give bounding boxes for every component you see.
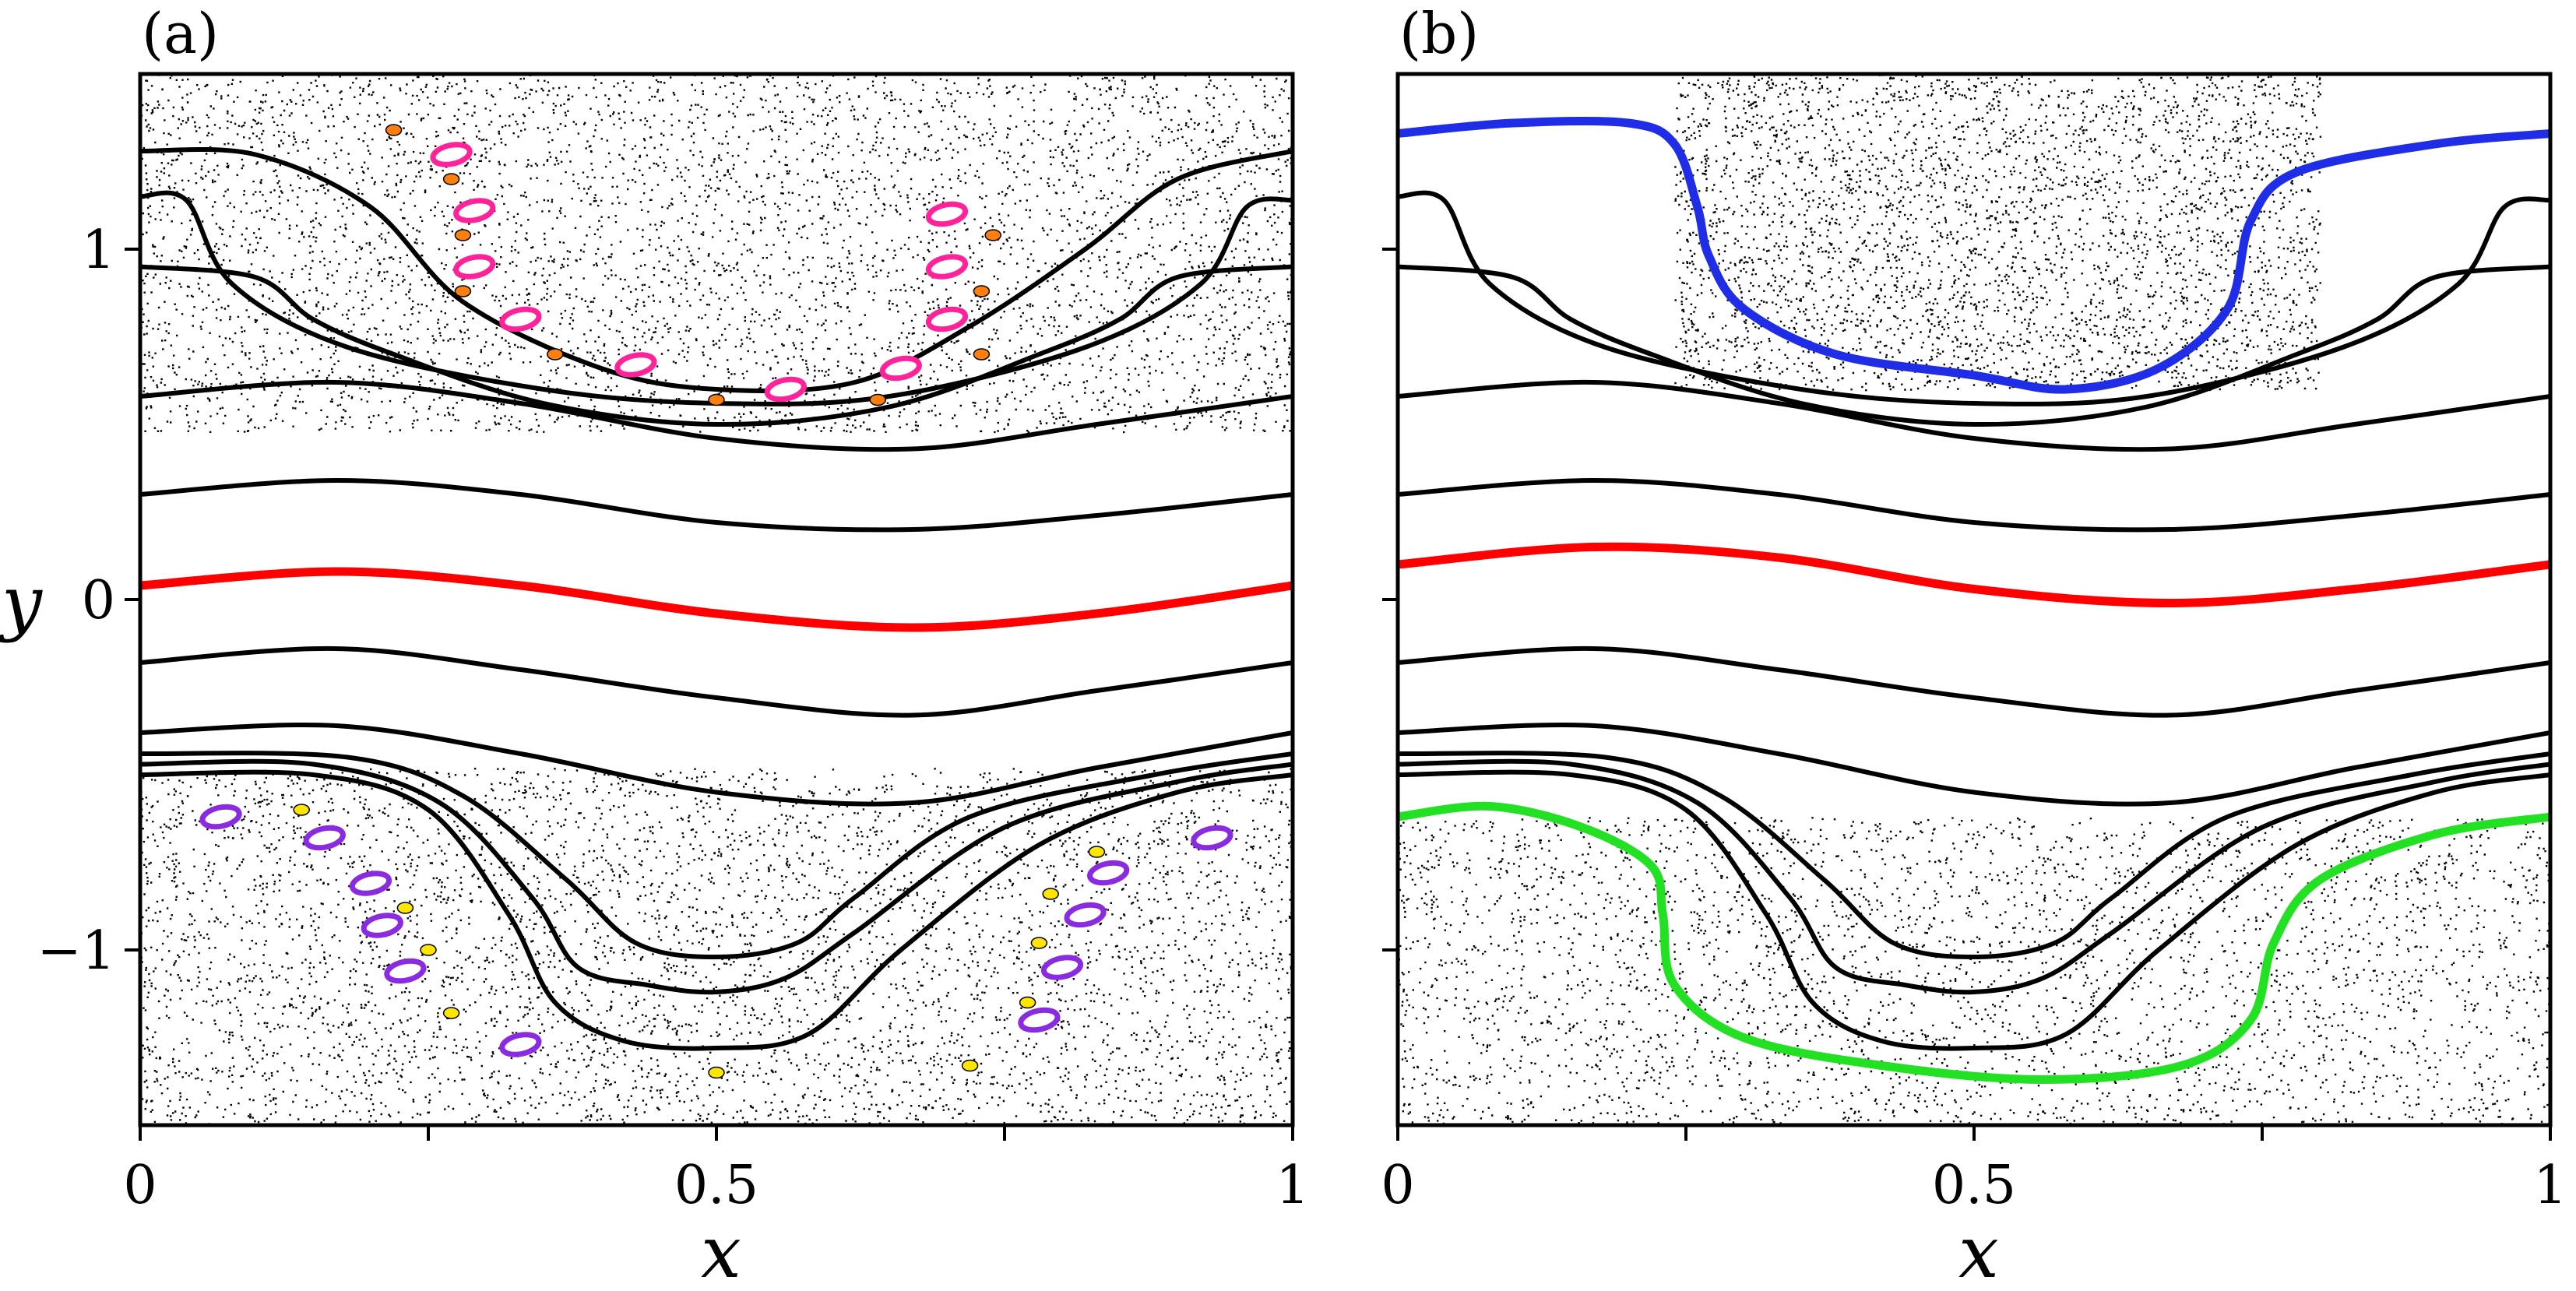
island-ring [1191, 825, 1233, 851]
invariant-curve [1398, 264, 2550, 427]
invariant-curve [1398, 723, 2550, 807]
island-ring [879, 355, 922, 382]
invariant-curve [140, 478, 1293, 533]
island-ring [614, 352, 657, 378]
island-ring [453, 254, 496, 280]
island-dot [1030, 937, 1048, 949]
island-dot [420, 944, 437, 956]
island-dot [442, 1007, 460, 1019]
island-ring [1018, 1007, 1061, 1033]
invariant-curve [140, 190, 1293, 406]
invariant-curve [1398, 801, 2550, 1084]
x-tick-label: 1 [2533, 1155, 2567, 1216]
invariant-curve [1398, 769, 2550, 1051]
island-ring [199, 804, 242, 830]
island-dot [973, 285, 991, 297]
island-dot [385, 124, 403, 136]
island-dot [454, 285, 472, 297]
island-dot [1042, 888, 1059, 900]
plot-frame-b [1395, 72, 2553, 1127]
island-chains-a [199, 124, 1233, 1079]
island-ring [349, 871, 392, 896]
invariant-curve [1398, 116, 2550, 394]
island-ring [1087, 860, 1130, 886]
invariant-curve [1398, 542, 2550, 607]
island-ring [1064, 902, 1107, 928]
ticks-b: 0 0.5 1 [1381, 248, 2567, 1216]
invariant-curve [140, 758, 1293, 995]
invariant-curve [1398, 758, 2550, 995]
island-ring [384, 958, 427, 984]
plot-area-a [140, 74, 1293, 1125]
island-dot [442, 173, 460, 185]
island-ring [764, 376, 807, 403]
invariant-curve [140, 723, 1293, 807]
island-dot [293, 804, 310, 816]
island-ring [925, 306, 969, 332]
x-tick-label: 0 [1381, 1155, 1414, 1216]
island-dot [1088, 846, 1106, 858]
invariant-curve [1398, 190, 2550, 406]
island-dot [1019, 996, 1036, 1009]
island-ring [361, 913, 403, 938]
panel-label-b: (b) [1399, 1, 1479, 66]
x-tick-label: 0 [123, 1155, 157, 1216]
chaotic-sea-dots [140, 74, 1293, 434]
island-ring [303, 825, 346, 851]
invariant-curve [1398, 379, 2550, 452]
chaotic-sea-b [1398, 74, 2550, 1125]
invariant-curve [140, 751, 1293, 959]
y-tick-label: −1 [37, 920, 115, 982]
island-dot [973, 348, 991, 361]
invariant-curve [140, 646, 1293, 718]
island-dot [984, 229, 1001, 241]
island-dot [454, 229, 472, 241]
island-ring [925, 201, 969, 227]
invariant-curve [140, 146, 1293, 394]
invariant-curves-b [1398, 116, 2550, 1084]
plot-area-b [1398, 74, 2550, 1125]
island-ring [430, 142, 473, 167]
chaotic-sea-dots [1674, 74, 2322, 392]
panel-a: (a) 0 0.5 1 −1 0 1 y x [0, 1, 1310, 1291]
invariant-curve [140, 769, 1293, 1051]
xlabel-b: x [1958, 1211, 1999, 1291]
island-dot [708, 393, 725, 406]
chaotic-sea-dots [140, 768, 1293, 1125]
invariant-curves-a [140, 146, 1293, 1051]
island-ring [925, 254, 969, 280]
y-tick-label: 0 [82, 570, 115, 631]
x-tick-label: 0.5 [674, 1155, 758, 1216]
island-dot [547, 348, 564, 361]
island-dot [708, 1066, 725, 1079]
invariant-curve [1398, 751, 2550, 959]
xlabel-a: x [701, 1211, 741, 1291]
island-dot [961, 1059, 979, 1072]
invariant-curve [1398, 646, 2550, 718]
x-tick-label: 1 [1276, 1155, 1309, 1216]
island-dot [396, 902, 414, 914]
panel-b: (b) 0 0.5 1 x [1381, 1, 2567, 1291]
x-tick-label: 0.5 [1932, 1155, 2016, 1216]
ylabel-a: y [0, 561, 43, 644]
ticks-a: 0 0.5 1 −1 0 1 [37, 220, 1310, 1216]
island-ring [499, 306, 542, 332]
island-ring [499, 1032, 542, 1057]
island-dot [869, 393, 886, 406]
y-tick-label: 1 [82, 220, 115, 281]
panel-label-a: (a) [142, 1, 219, 66]
chaotic-sea-a [140, 74, 1293, 1125]
island-ring [453, 198, 496, 223]
invariant-curve [1398, 478, 2550, 533]
island-ring [1040, 955, 1084, 980]
invariant-curve [140, 379, 1293, 452]
invariant-curve [140, 264, 1293, 427]
invariant-curve [140, 567, 1293, 632]
